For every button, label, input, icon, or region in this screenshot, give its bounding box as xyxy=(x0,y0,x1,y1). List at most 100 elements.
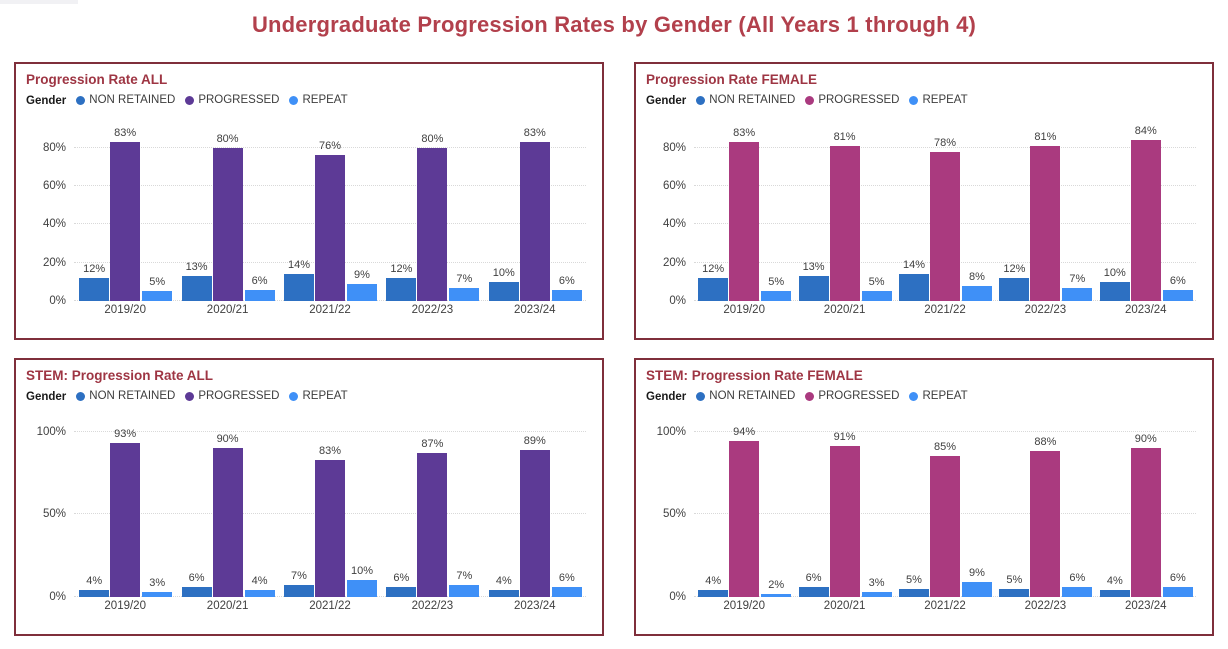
bar-progressed[interactable] xyxy=(929,151,960,301)
legend-item-repeat[interactable]: REPEAT xyxy=(289,94,348,106)
bar-group-2021-22: 7% 83% 10% xyxy=(279,415,381,597)
data-label: 6% xyxy=(805,572,822,585)
data-label: 8% xyxy=(969,270,985,283)
bar-progressed[interactable] xyxy=(729,142,760,301)
gridline-100 xyxy=(74,430,586,432)
bar-repeat[interactable] xyxy=(961,285,992,301)
bar-non-retained[interactable] xyxy=(898,274,929,301)
legend-item-progressed[interactable]: PROGRESSED xyxy=(805,390,899,402)
bar-non-retained[interactable] xyxy=(386,278,417,301)
legend-item-repeat[interactable]: REPEAT xyxy=(289,390,348,402)
bar-non-retained[interactable] xyxy=(999,588,1030,597)
plot-area: 0% 20% 40% 60% 80% 12% 83% 5% 13% 80% 6% 14% 76% 9% 12… xyxy=(43,119,586,307)
legend-item-non-retained[interactable]: NON RETAINED xyxy=(76,390,175,402)
bar-non-retained[interactable] xyxy=(698,278,729,301)
bar-repeat[interactable] xyxy=(1062,287,1093,301)
bar-progressed[interactable] xyxy=(1130,448,1161,597)
bar-progressed[interactable] xyxy=(417,453,448,597)
bar-progressed[interactable] xyxy=(1030,451,1061,597)
legend-item-repeat[interactable]: REPEAT xyxy=(909,94,968,106)
bar-non-retained[interactable] xyxy=(283,585,314,597)
legend-item-non-retained[interactable]: NON RETAINED xyxy=(696,94,795,106)
bar-progressed[interactable] xyxy=(314,459,345,597)
x-tick-label: 2023/24 xyxy=(514,600,556,612)
bar-repeat[interactable] xyxy=(346,283,377,301)
bar-non-retained[interactable] xyxy=(798,276,829,301)
bar-repeat[interactable] xyxy=(1162,587,1193,597)
y-tick-label: 0% xyxy=(669,591,686,603)
bar-repeat[interactable] xyxy=(1162,289,1193,301)
bar-progressed[interactable] xyxy=(519,142,550,301)
data-label: 81% xyxy=(833,130,856,143)
bar-non-retained[interactable] xyxy=(1099,590,1130,597)
bar-non-retained[interactable] xyxy=(488,590,519,597)
legend-item-non-retained[interactable]: NON RETAINED xyxy=(696,390,795,402)
x-tick-label: 2022/23 xyxy=(411,304,454,316)
legend-item-progressed[interactable]: PROGRESSED xyxy=(185,94,279,106)
data-label: 12% xyxy=(83,263,106,276)
bar-progressed[interactable] xyxy=(314,155,345,301)
data-label: 9% xyxy=(354,268,370,281)
legend-item-progressed[interactable]: PROGRESSED xyxy=(805,94,899,106)
bar-progressed[interactable] xyxy=(110,443,141,597)
bar-non-retained[interactable] xyxy=(386,587,417,597)
bar-progressed[interactable] xyxy=(829,145,860,301)
bar-progressed[interactable] xyxy=(519,449,550,597)
legend-item-label: NON RETAINED xyxy=(89,94,176,107)
data-label: 7% xyxy=(291,570,307,583)
bar-progressed[interactable] xyxy=(1130,140,1161,301)
bar-repeat[interactable] xyxy=(142,592,173,597)
legend-item-repeat[interactable]: REPEAT xyxy=(909,390,968,402)
bar-non-retained[interactable] xyxy=(999,278,1030,301)
bar-non-retained[interactable] xyxy=(898,588,929,597)
bar-progressed[interactable] xyxy=(929,456,960,597)
bar-repeat[interactable] xyxy=(346,580,377,597)
y-tick-label: 60% xyxy=(42,180,66,193)
bar-non-retained[interactable] xyxy=(79,278,110,301)
bar-repeat[interactable] xyxy=(244,590,275,597)
bar-non-retained[interactable] xyxy=(698,590,729,597)
bar-repeat[interactable] xyxy=(142,291,173,301)
bar-repeat[interactable] xyxy=(861,291,892,301)
data-label: 6% xyxy=(188,572,205,585)
x-axis-labels: 2019/20 2020/21 2021/22 2022/23 2023/24 xyxy=(694,600,1196,616)
bar-repeat[interactable] xyxy=(449,287,480,301)
bar-repeat[interactable] xyxy=(551,587,582,597)
bar-repeat[interactable] xyxy=(1062,587,1093,597)
bar-repeat[interactable] xyxy=(761,593,792,597)
bar-non-retained[interactable] xyxy=(181,587,212,597)
bar-non-retained[interactable] xyxy=(181,276,212,301)
bar-non-retained[interactable] xyxy=(488,281,519,301)
bar-repeat[interactable] xyxy=(449,585,480,597)
bar-progressed[interactable] xyxy=(729,441,760,597)
chart-title: STEM: Progression Rate FEMALE xyxy=(646,368,863,383)
data-label: 88% xyxy=(1034,436,1057,449)
bar-progressed[interactable] xyxy=(212,147,243,301)
data-label: 84% xyxy=(1134,125,1157,138)
bar-progressed[interactable] xyxy=(829,446,860,597)
chart-card-stem-progression-all: STEM: Progression Rate ALL Gender NON RE… xyxy=(14,358,604,636)
bar-repeat[interactable] xyxy=(551,289,582,301)
bar-repeat[interactable] xyxy=(244,289,275,301)
bar-repeat[interactable] xyxy=(861,592,892,597)
bar-non-retained[interactable] xyxy=(283,274,314,301)
legend-item-progressed[interactable]: PROGRESSED xyxy=(185,390,279,402)
legend-dot-repeat xyxy=(289,95,299,105)
bar-progressed[interactable] xyxy=(1030,145,1061,301)
bar-repeat[interactable] xyxy=(961,582,992,597)
plot-area: 0% 50% 100% 4% 94% 2% 6% 91% 3% 5% 85% 9% 5% 88% 6% 4% 9… xyxy=(657,415,1196,603)
bar-progressed[interactable] xyxy=(110,142,141,301)
bar-group-2020-21: 13% 80% 6% xyxy=(176,119,278,301)
legend-item-non-retained[interactable]: NON RETAINED xyxy=(76,94,175,106)
data-label: 83% xyxy=(733,127,756,139)
bar-non-retained[interactable] xyxy=(798,587,829,597)
bar-progressed[interactable] xyxy=(417,147,448,301)
data-label: 3% xyxy=(868,577,885,590)
data-label: 85% xyxy=(933,441,956,454)
bar-non-retained[interactable] xyxy=(79,590,110,597)
bar-progressed[interactable] xyxy=(212,448,243,597)
bar-repeat[interactable] xyxy=(761,291,792,301)
legend-items: NON RETAINED PROGRESSED REPEAT xyxy=(76,390,357,404)
bar-non-retained[interactable] xyxy=(1099,281,1130,301)
bar-group-2023-24: 4% 89% 6% xyxy=(484,415,586,597)
